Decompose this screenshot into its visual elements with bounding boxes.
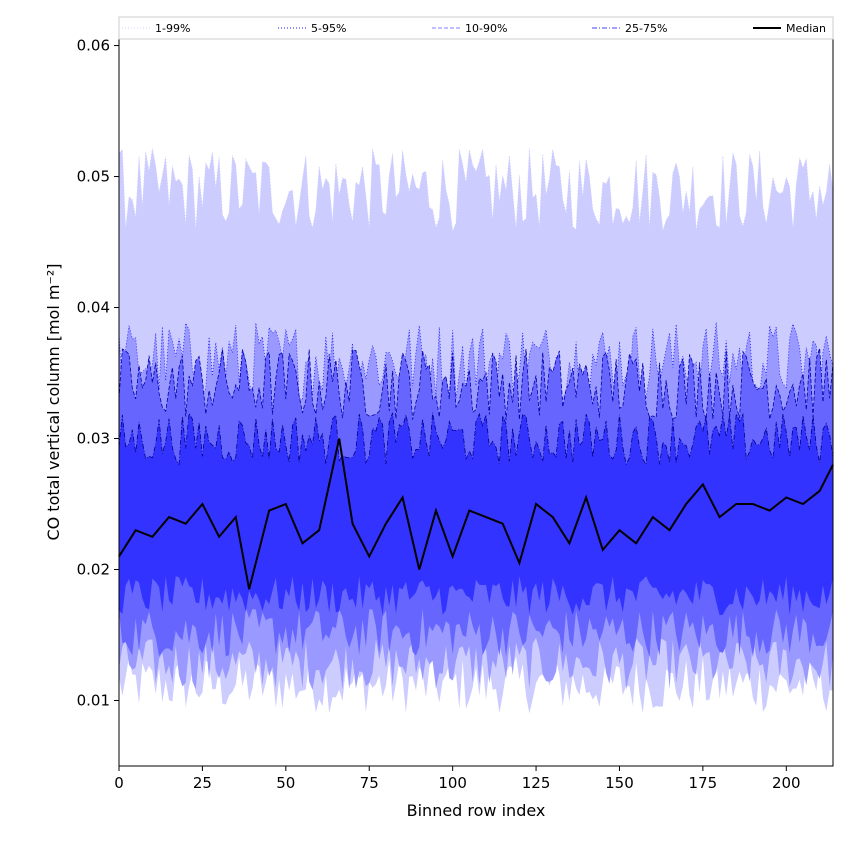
- x-tick-label: 150: [605, 774, 634, 792]
- x-tick-label: 0: [114, 774, 124, 792]
- y-tick-label: 0.03: [77, 430, 110, 448]
- median-series: [118, 438, 834, 590]
- y-tick-label: 0.06: [77, 37, 110, 55]
- y-tick-label: 0.04: [77, 299, 110, 317]
- legend-label: 10-90%: [465, 22, 507, 35]
- legend-label: 1-99%: [155, 22, 190, 35]
- y-tick-label: 0.01: [77, 692, 110, 710]
- x-tick-label: 50: [276, 774, 295, 792]
- median-line: [118, 438, 834, 590]
- x-tick-label: 175: [689, 774, 718, 792]
- band-upper-edge-10-90%: [118, 348, 834, 420]
- y-tick-label: 0.05: [77, 168, 110, 186]
- x-axis-label: Binned row index: [407, 801, 546, 820]
- x-tick-label: 100: [438, 774, 467, 792]
- legend-label: Median: [786, 22, 826, 35]
- percentile-bands: [118, 148, 834, 714]
- y-axis-ticks: 0.01 0.02 0.03 0.04 0.05 0.06: [77, 37, 119, 710]
- legend-box: [118, 16, 834, 40]
- band-upper-edge-1-99%: [118, 148, 834, 233]
- x-axis-ticks: 0 25 50 75 100 125 150 175 200: [114, 766, 801, 792]
- band-upper-edge-25-75%: [118, 412, 834, 466]
- legend: 1-99% 5-95% 10-90% 25-75% Median: [118, 16, 834, 40]
- legend-label: 5-95%: [311, 22, 346, 35]
- x-tick-label: 75: [360, 774, 379, 792]
- legend-label: 25-75%: [625, 22, 667, 35]
- y-tick-label: 0.02: [77, 561, 110, 579]
- x-tick-label: 125: [522, 774, 551, 792]
- x-tick-label: 25: [193, 774, 212, 792]
- y-axis-label: CO total vertical column [mol m⁻²]: [44, 263, 63, 540]
- x-tick-label: 200: [772, 774, 801, 792]
